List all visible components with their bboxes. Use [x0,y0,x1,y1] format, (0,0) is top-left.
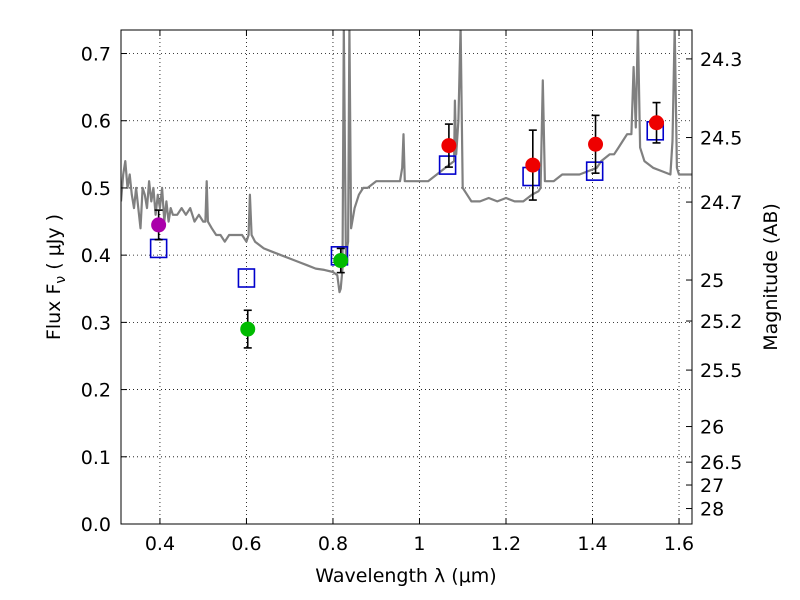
observed-point [588,136,604,152]
y-tick-label: 0.7 [81,44,111,66]
y-tick-label: 0.6 [81,111,111,133]
x-tick-label: 1.6 [664,533,694,555]
y2-tick-label: 28 [700,499,724,521]
data-layer [121,30,692,349]
y2-tick-label: 24.3 [700,49,742,71]
y2-tick-label: 26.5 [700,452,742,474]
y-axis-title-sub: ν [53,276,69,284]
plot-background [121,30,692,524]
y2-tick-label: 25.5 [700,360,742,382]
observed-point [649,115,665,131]
y2-tick-label: 25.2 [700,311,742,333]
x-tick-label: 0.6 [231,533,261,555]
x-tick-label: 0.8 [318,533,348,555]
y-tick-label: 0.0 [81,514,111,536]
y-tick-label: 0.4 [81,245,111,267]
plot-frame [120,29,693,525]
y2-tick-label: 24.5 [700,128,742,150]
y-axis-title-unit: ( μJy ) [43,214,65,276]
y2-axis-title: Magnitude (AB) [760,203,782,351]
x-tick-label: 1.2 [491,533,521,555]
y-tick-label: 0.2 [81,380,111,402]
y2-tick-label: 26 [700,417,724,439]
y2-tick-label: 27 [700,475,724,497]
observed-point [240,321,256,337]
y-tick-label: 0.5 [81,178,111,200]
model-square-marker [585,161,604,181]
observed-point [333,253,349,269]
ticks: 0.4 0.6 0.8 1 1.2 1.4 1.6 0.0 0.1 0.2 0.3 0.4 0.5 0.6… [81,30,742,555]
observed-point [525,157,541,173]
x-axis-title: Wavelength λ (μm) [315,565,496,587]
model-square-marker [237,268,256,288]
observed-point [151,217,167,233]
observed-point [441,138,457,154]
model-square-marker [438,155,457,175]
y-tick-label: 0.1 [81,447,111,469]
x-tick-label: 1.4 [577,533,607,555]
y2-tick-label: 25 [700,270,724,292]
y-axis-title: Flux Fν ( μJy ) [43,214,69,340]
y-tick-label: 0.3 [81,312,111,334]
x-tick-label: 0.4 [145,533,175,555]
x-tick-label: 1 [413,533,425,555]
y2-tick-label: 24.7 [700,192,742,214]
y-axis-title-main: Flux F [43,284,65,340]
